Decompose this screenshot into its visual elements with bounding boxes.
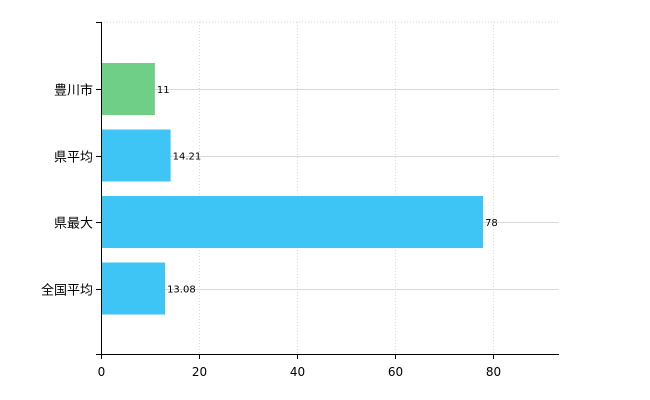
x-tick-label-20: 20 bbox=[192, 365, 207, 379]
bar-3 bbox=[101, 196, 484, 248]
grid bbox=[101, 21, 559, 354]
category-label-4: 全国平均 bbox=[41, 283, 93, 299]
x-tick-label-80: 80 bbox=[486, 365, 501, 379]
category-label-2: 県平均 bbox=[54, 151, 93, 166]
data-label-4: 13.08 bbox=[167, 285, 196, 296]
bar-4 bbox=[101, 262, 166, 315]
data-label-1: 11 bbox=[157, 85, 170, 96]
bar-1 bbox=[101, 63, 155, 115]
category-label-3: 県最大 bbox=[54, 217, 93, 232]
x-tick-label-40: 40 bbox=[290, 365, 305, 379]
data-label-3: 78 bbox=[485, 218, 498, 229]
category-label-1: 豊川市 bbox=[54, 83, 93, 99]
axes bbox=[96, 22, 559, 359]
bars bbox=[101, 63, 484, 315]
x-tick-label-0: 0 bbox=[98, 365, 106, 379]
data-label-2: 14.21 bbox=[173, 152, 202, 163]
bar-2 bbox=[101, 129, 171, 182]
x-tick-label-60: 60 bbox=[388, 365, 403, 379]
